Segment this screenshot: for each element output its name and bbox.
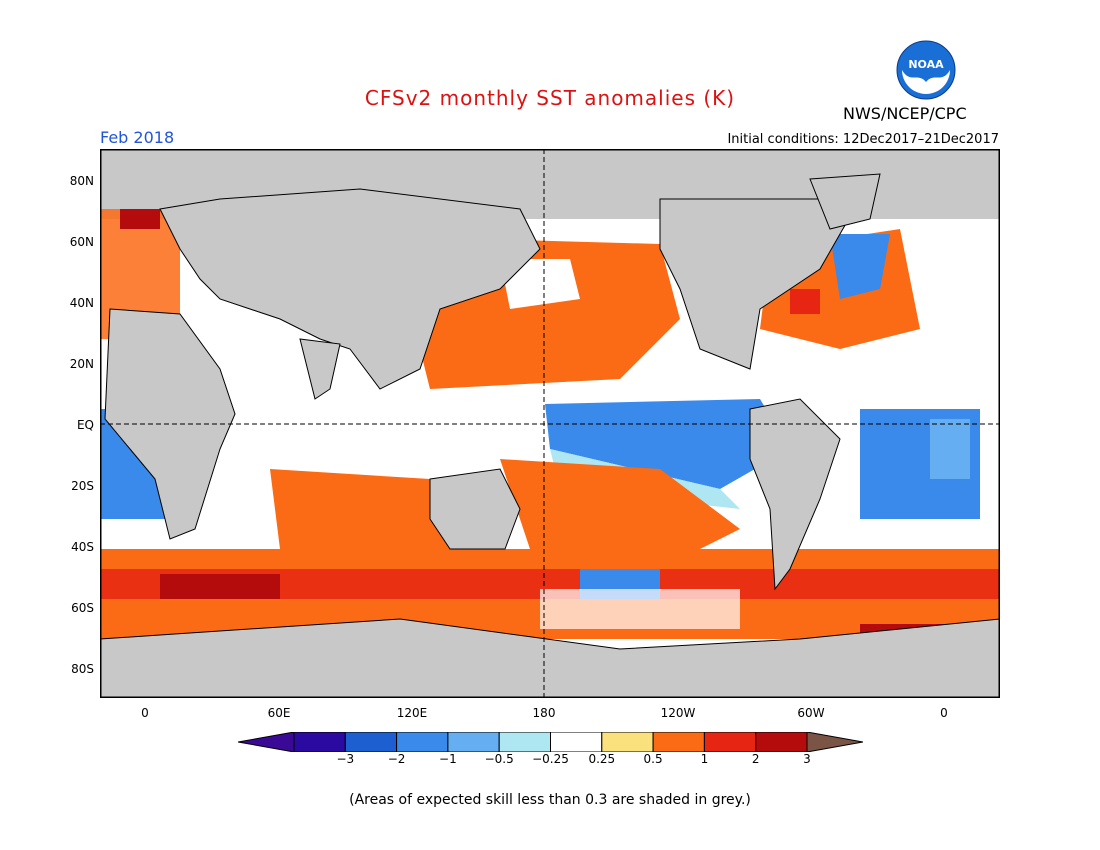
lat-label: EQ xyxy=(76,418,94,432)
colorbar-cell xyxy=(755,732,808,752)
lat-label: 40N xyxy=(69,296,94,310)
colorbar-label: 2 xyxy=(751,752,760,766)
colorbar-cell xyxy=(344,732,398,752)
lon-label: 120E xyxy=(396,706,428,720)
colorbar-cell xyxy=(652,732,705,752)
colorbar-cell xyxy=(703,732,757,752)
lon-label: 60E xyxy=(267,706,291,720)
lon-label: 0 xyxy=(940,706,948,720)
colorbar-label: −1 xyxy=(439,752,457,766)
colorbar-cell xyxy=(498,732,552,752)
land-masses xyxy=(100,173,1000,698)
colorbar-under xyxy=(238,732,295,752)
lon-label: 180 xyxy=(532,706,556,720)
forecast-month: Feb 2018 xyxy=(100,128,175,147)
colorbar-cell xyxy=(396,732,449,752)
initial-conditions: Initial conditions: 12Dec2017–21Dec2017 xyxy=(727,132,999,147)
colorbar-label: 0.5 xyxy=(643,752,663,766)
logo-text: NOAA xyxy=(908,58,944,71)
lat-label: 40S xyxy=(71,540,94,554)
colorbar-label: 3 xyxy=(803,752,811,766)
colorbar-cell xyxy=(550,732,603,752)
lat-label: 80S xyxy=(71,662,94,676)
lon-label: 60W xyxy=(797,706,825,720)
map-title: CFSv2 monthly SST anomalies (K) xyxy=(364,86,736,110)
colorbar-label: −3 xyxy=(336,752,355,766)
agency-label: NWS/NCEP/CPC xyxy=(843,104,967,123)
map-frame xyxy=(100,149,1000,698)
sst-anomaly-map xyxy=(100,149,1000,698)
skill-footnote: (Areas of expected skill less than 0.3 a… xyxy=(349,792,751,808)
colorbar xyxy=(238,732,863,752)
noaa-logo: NOAA xyxy=(896,40,956,100)
colorbar-label: 1 xyxy=(700,752,709,766)
lat-label: 60S xyxy=(71,601,94,615)
lat-label: 60N xyxy=(69,235,94,249)
colorbar-over xyxy=(806,732,863,752)
colorbar-cell xyxy=(293,732,346,752)
lat-label: 20N xyxy=(69,357,94,371)
lon-label: 0 xyxy=(141,706,149,720)
colorbar-label: −0.25 xyxy=(532,752,569,766)
lon-label: 120W xyxy=(660,706,696,720)
colorbar-cell xyxy=(447,732,500,752)
lat-label: 80N xyxy=(69,174,94,188)
colorbar-label: −2 xyxy=(387,752,406,766)
colorbar-label: −0.5 xyxy=(484,752,514,766)
lat-label: 20S xyxy=(71,479,94,493)
colorbar-cell xyxy=(601,732,654,752)
colorbar-label: 0.25 xyxy=(588,752,616,766)
